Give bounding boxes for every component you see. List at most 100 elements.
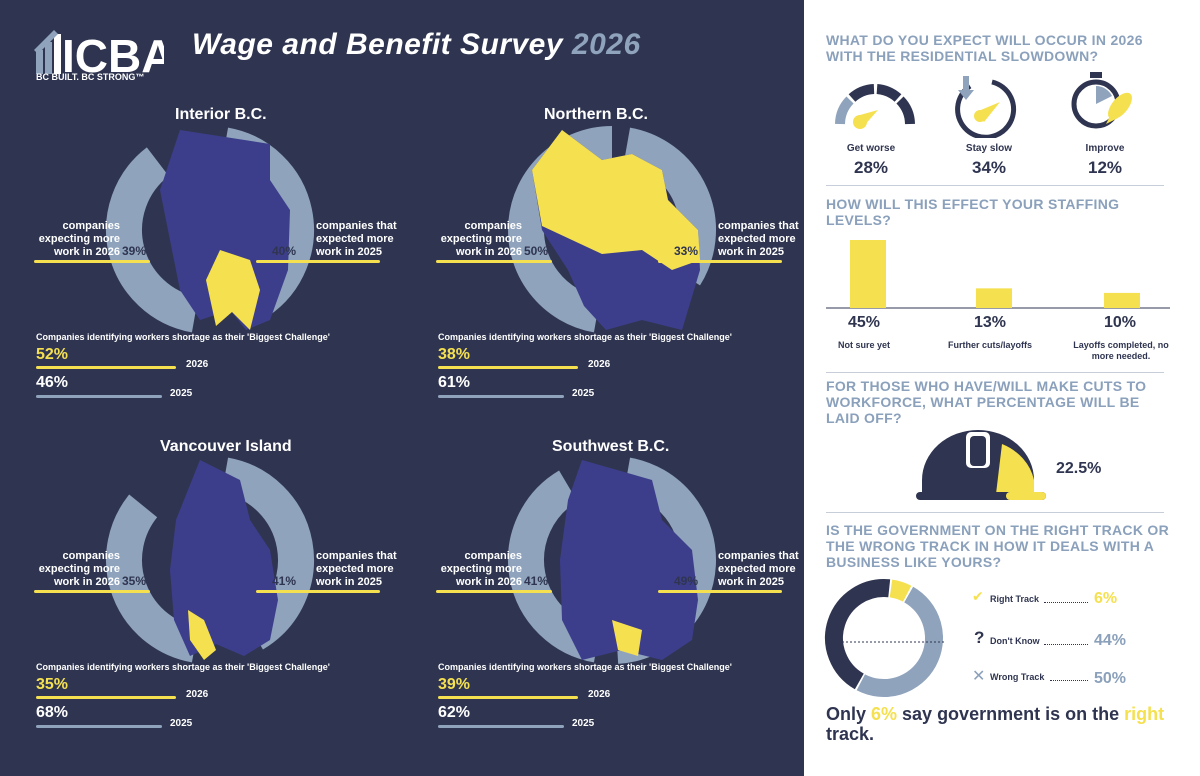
staffing-bar bbox=[850, 240, 886, 308]
logo-tagline: BC BUILT. BC STRONG™ bbox=[36, 72, 145, 82]
region-panel: Southwest B.C. companies expecting more … bbox=[402, 428, 802, 738]
pct-2025: 49% bbox=[674, 574, 699, 588]
region-chart bbox=[508, 126, 716, 333]
label-2026-underline bbox=[436, 260, 552, 263]
gov-donut-slice bbox=[889, 579, 912, 602]
pct-2025: 41% bbox=[272, 574, 297, 588]
shortage-2025-bar bbox=[36, 725, 162, 728]
region-highlight-shape bbox=[206, 250, 260, 330]
leader-dots bbox=[1044, 602, 1088, 603]
shortage-2026-bar bbox=[438, 366, 578, 369]
q1-value-1: 34% bbox=[971, 158, 1007, 177]
label-2026-underline bbox=[34, 590, 150, 593]
shortage-2025-year: 2025 bbox=[572, 388, 595, 399]
summary-right: right bbox=[1124, 704, 1165, 724]
label-2025-underline bbox=[256, 260, 380, 263]
page-title: Wage and Benefit Survey 2026 bbox=[192, 28, 641, 62]
pct-2026: 35% bbox=[122, 574, 147, 588]
region-map-shape bbox=[560, 460, 698, 660]
shortage-2025-value: 62% bbox=[438, 704, 471, 721]
shortage-2025-value: 68% bbox=[36, 704, 69, 721]
region-highlight-shape bbox=[188, 610, 216, 660]
gauge-worse-icon bbox=[835, 84, 915, 129]
gov-label-dontknow: Don't Know bbox=[990, 636, 1040, 646]
leader-dots bbox=[1044, 644, 1088, 645]
shortage-2025-bar bbox=[438, 395, 564, 398]
staffing-bar bbox=[976, 288, 1012, 308]
q1-label-1: Stay slow bbox=[965, 143, 1013, 154]
q3-value: 22.5% bbox=[1056, 460, 1102, 477]
summary-pre: Only bbox=[826, 704, 872, 724]
staffing-bar-chart bbox=[826, 240, 1170, 309]
logo-wordmark: ICBA bbox=[62, 30, 164, 82]
shortage-2026-bar bbox=[438, 696, 578, 699]
q2-label-0: Not sure yet bbox=[837, 340, 890, 350]
x-icon: ✕ bbox=[972, 668, 986, 685]
hard-hat-icon bbox=[916, 430, 1046, 500]
summary-post: track. bbox=[826, 724, 875, 744]
ring-segment-2026 bbox=[106, 147, 199, 333]
shortage-2026-year: 2026 bbox=[588, 359, 611, 370]
label-2025: companies that expected more work in 202… bbox=[316, 220, 397, 258]
q1-value-2: 12% bbox=[1087, 158, 1123, 177]
label-2026: companies expecting more work in 2026 bbox=[38, 220, 120, 258]
shortage-2025-bar bbox=[438, 725, 564, 728]
gov-donut-slice bbox=[825, 579, 891, 690]
label-2026-underline bbox=[436, 590, 552, 593]
summary-pct: 6% bbox=[871, 704, 898, 724]
label-2026: companies expecting more work in 2026 bbox=[38, 550, 120, 588]
title-year: 2026 bbox=[571, 28, 641, 61]
region-chart bbox=[106, 457, 314, 663]
region-title: Southwest B.C. bbox=[552, 438, 670, 455]
shortage-2025-value: 46% bbox=[36, 374, 69, 391]
shortage-caption: Companies identifying workers shortage a… bbox=[438, 332, 732, 342]
label-2025-underline bbox=[658, 260, 782, 263]
region-panel: Interior B.C. companies expecting more w… bbox=[0, 98, 400, 408]
region-map-shape bbox=[170, 460, 278, 656]
label-2025: companies that expected more work in 202… bbox=[718, 550, 799, 588]
title-main: Wage and Benefit Survey bbox=[192, 28, 564, 61]
q2-label-2: Layoffs completed, no more needed. bbox=[1073, 340, 1169, 361]
q2-value-2: 10% bbox=[1103, 314, 1137, 331]
shortage-2025-year: 2025 bbox=[572, 718, 595, 729]
q2-value-0: 45% bbox=[847, 314, 881, 331]
shortage-2025-value: 61% bbox=[438, 374, 471, 391]
shortage-2026-value: 38% bbox=[438, 346, 471, 363]
region-panel: Vancouver Island companies expecting mor… bbox=[0, 428, 400, 738]
check-icon: ✔ bbox=[972, 588, 984, 604]
shortage-2026-year: 2026 bbox=[186, 689, 209, 700]
leader-dots bbox=[1050, 680, 1088, 681]
question-icon: ? bbox=[974, 628, 985, 647]
label-2026: companies expecting more work in 2026 bbox=[440, 220, 522, 258]
shortage-2025-year: 2025 bbox=[170, 388, 193, 399]
divider bbox=[826, 185, 1164, 186]
shortage-caption: Companies identifying workers shortage a… bbox=[36, 332, 330, 342]
left-panel: ICBA BC BUILT. BC STRONG™ Wage and Benef… bbox=[0, 28, 802, 738]
q2-value-1: 13% bbox=[973, 314, 1007, 331]
q4-question: IS THE GOVERNMENT ON THE RIGHT TRACK OR … bbox=[826, 522, 1170, 570]
pct-2025: 33% bbox=[674, 244, 699, 258]
shortage-2026-bar bbox=[36, 696, 176, 699]
gov-summary: Only 6% say government is on the right t… bbox=[826, 704, 1166, 744]
shortage-caption: Companies identifying workers shortage a… bbox=[36, 662, 330, 672]
pct-2026: 50% bbox=[524, 244, 549, 258]
q1-label-2: Improve bbox=[1085, 143, 1125, 154]
region-title: Northern B.C. bbox=[544, 106, 648, 123]
q1-question: WHAT DO YOU EXPECT WILL OCCUR IN 2026 WI… bbox=[826, 32, 1143, 64]
label-2026: companies expecting more work in 2026 bbox=[440, 550, 522, 588]
gov-donut-slice bbox=[856, 586, 943, 697]
region-panel: Northern B.C. companies expecting more w… bbox=[402, 98, 802, 408]
icba-logo: ICBA bbox=[34, 30, 164, 82]
q1-value-0: 28% bbox=[853, 158, 889, 177]
government-donut-chart bbox=[825, 579, 946, 697]
region-highlight-shape bbox=[532, 130, 700, 270]
gov-value-dontknow: 44% bbox=[1094, 632, 1127, 649]
shortage-2026-year: 2026 bbox=[588, 689, 611, 700]
region-title: Interior B.C. bbox=[175, 106, 267, 123]
shortage-2025-bar bbox=[36, 395, 162, 398]
label-2025: companies that expected more work in 202… bbox=[718, 220, 799, 258]
region-title: Vancouver Island bbox=[160, 438, 292, 455]
staffing-bar bbox=[1104, 292, 1140, 308]
label-2026-underline bbox=[34, 260, 150, 263]
right-panel: WHAT DO YOU EXPECT WILL OCCUR IN 2026 WI… bbox=[804, 0, 1200, 776]
